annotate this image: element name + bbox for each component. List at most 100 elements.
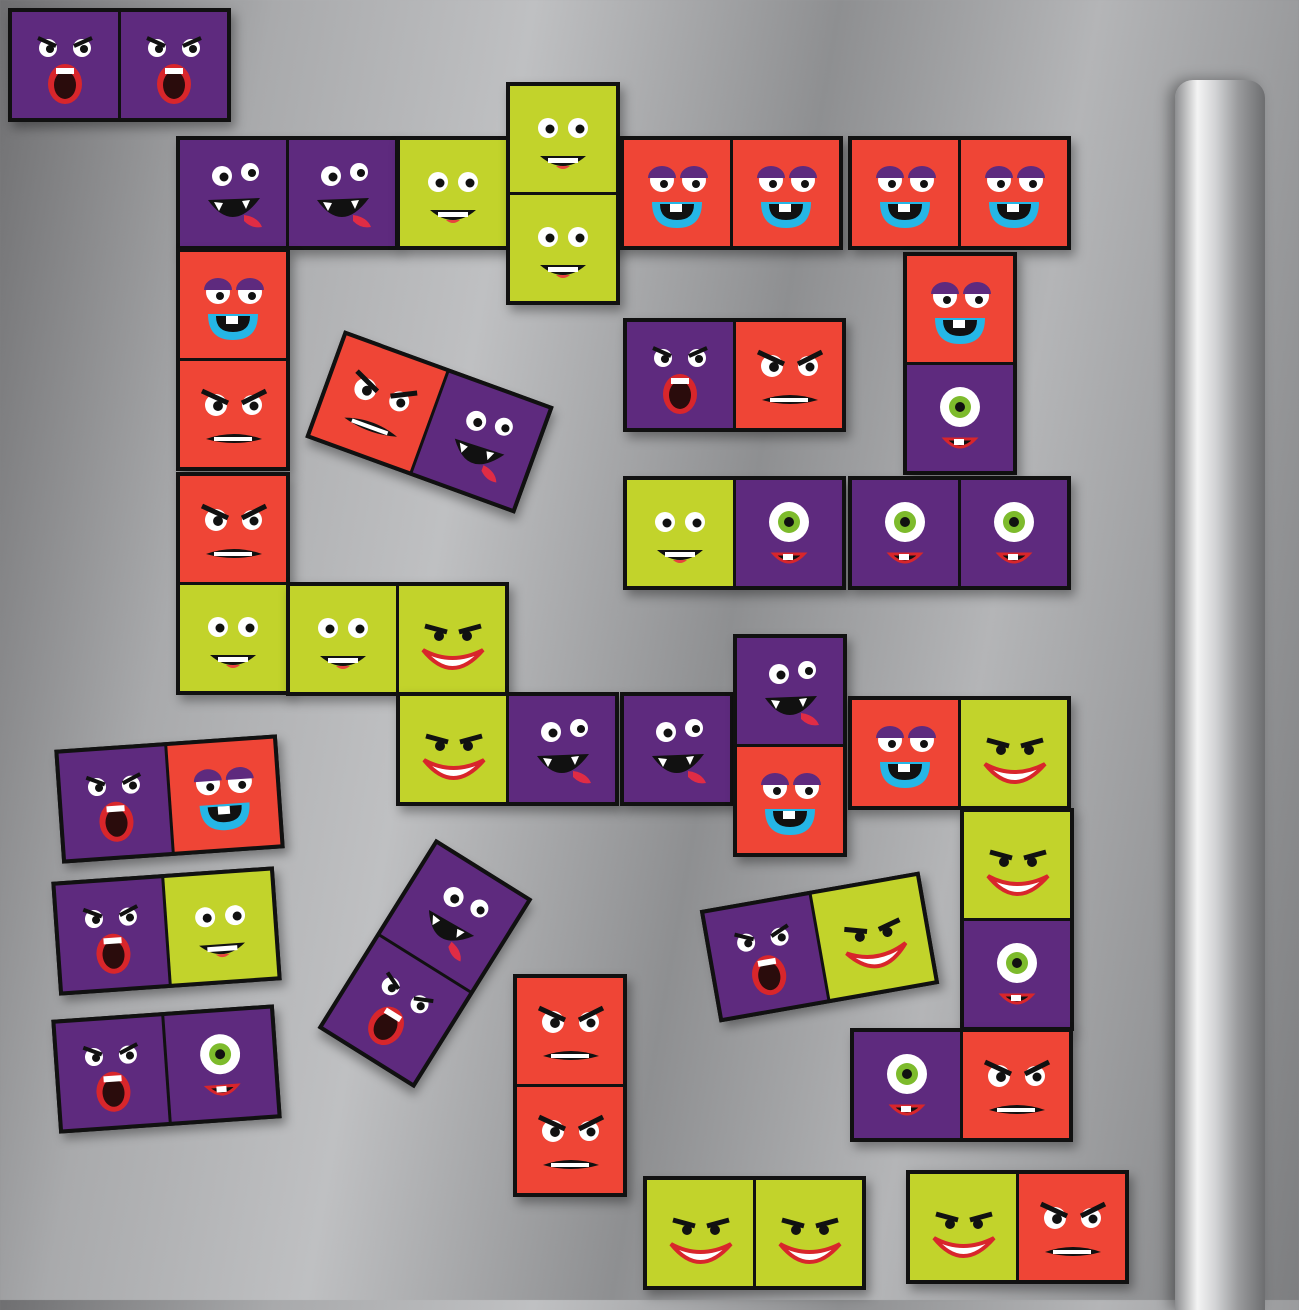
monster-face-lashes-smile — [400, 140, 506, 246]
monster-face-sleepy-blue-mouth — [737, 747, 843, 853]
domino-tile[interactable] — [8, 8, 231, 122]
lashes-smile-icon — [208, 617, 258, 668]
angry-teeth-icon — [200, 388, 268, 443]
screamer-icon — [652, 346, 708, 414]
domino-tile[interactable] — [286, 582, 509, 696]
domino-tile[interactable] — [623, 318, 846, 432]
lashes-smile-icon — [655, 512, 705, 563]
fang-tongue-icon — [317, 163, 371, 228]
monster-face-cyclops — [736, 480, 842, 586]
monster-face-angry-teeth — [310, 335, 447, 472]
cyclops-icon — [887, 1054, 927, 1116]
lashes-smile-icon — [318, 618, 368, 669]
domino-tile[interactable] — [176, 136, 399, 250]
monster-face-screamer — [58, 746, 172, 860]
sleepy-blue-mouth-icon — [648, 166, 708, 228]
fang-tongue-icon — [454, 410, 513, 483]
lashes-smile-icon — [538, 118, 588, 169]
domino-tile[interactable] — [848, 136, 1071, 250]
screamer-icon — [734, 923, 789, 996]
angry-teeth-icon — [1039, 1201, 1107, 1256]
fang-tongue-icon — [537, 719, 591, 784]
domino-tile[interactable] — [960, 808, 1074, 1031]
lashes-smile-icon — [428, 172, 478, 223]
sleepy-blue-mouth-icon — [985, 166, 1045, 228]
monster-face-angry-teeth — [963, 1032, 1069, 1138]
domino-tile[interactable] — [643, 1176, 866, 1290]
screamer-icon — [82, 904, 139, 974]
cyclops-icon — [769, 502, 809, 564]
domino-tile[interactable] — [906, 1170, 1129, 1284]
cyclops-icon — [940, 387, 980, 449]
angry-teeth-icon — [344, 369, 418, 437]
domino-tile[interactable] — [733, 634, 847, 857]
screamer-icon — [368, 971, 434, 1046]
monster-face-fang-tongue — [289, 140, 395, 246]
monster-face-sleepy-blue-mouth — [733, 140, 839, 246]
monster-face-lashes-smile — [164, 870, 278, 984]
domino-tile[interactable] — [903, 252, 1017, 475]
monster-face-grin — [399, 586, 505, 692]
monster-face-lashes-smile — [627, 480, 733, 586]
domino-tile[interactable] — [848, 476, 1071, 590]
grin-icon — [932, 1211, 996, 1258]
domino-tile[interactable] — [51, 866, 282, 996]
domino-tile[interactable] — [513, 974, 627, 1197]
monster-face-grin — [400, 696, 506, 802]
domino-tile[interactable] — [305, 330, 554, 514]
domino-tile[interactable] — [506, 82, 620, 305]
domino-tile[interactable] — [176, 248, 290, 471]
cyclops-icon — [997, 943, 1037, 1005]
domino-tile[interactable] — [620, 136, 843, 250]
monster-face-screamer — [627, 322, 733, 428]
grin-icon — [421, 623, 485, 670]
domino-tile[interactable] — [848, 696, 1071, 810]
screamer-icon — [146, 36, 202, 104]
monster-face-angry-teeth — [517, 978, 623, 1084]
monster-face-cyclops — [907, 365, 1013, 471]
monster-face-sleepy-blue-mouth — [907, 256, 1013, 362]
monster-face-angry-teeth — [517, 1087, 623, 1193]
sleepy-blue-mouth-icon — [204, 278, 264, 340]
lashes-smile-icon — [195, 905, 246, 958]
monster-face-screamer — [55, 878, 169, 992]
monster-face-sleepy-blue-mouth — [961, 140, 1067, 246]
screamer-icon — [82, 1042, 139, 1112]
domino-tile[interactable] — [317, 838, 533, 1089]
monster-face-angry-teeth — [1019, 1174, 1125, 1280]
monster-face-cyclops — [164, 1008, 278, 1122]
angry-teeth-icon — [756, 349, 824, 404]
cyclops-icon — [994, 502, 1034, 564]
monster-face-fang-tongue — [180, 140, 286, 246]
monster-face-grin — [756, 1180, 862, 1286]
monster-face-sleepy-blue-mouth — [624, 140, 730, 246]
monster-face-cyclops — [854, 1032, 960, 1138]
cyclops-icon — [200, 1034, 241, 1096]
domino-tile[interactable] — [623, 476, 846, 590]
monster-face-cyclops — [852, 480, 958, 586]
domino-tile[interactable] — [850, 1028, 1073, 1142]
domino-tile[interactable] — [54, 734, 285, 864]
monster-face-grin — [961, 700, 1067, 806]
fang-tongue-icon — [765, 661, 819, 726]
angry-teeth-icon — [537, 1114, 605, 1169]
sleepy-blue-mouth-icon — [193, 767, 254, 831]
monster-face-fang-tongue — [380, 844, 527, 991]
monster-face-angry-teeth — [180, 361, 286, 467]
monster-face-fang-tongue — [509, 696, 615, 802]
monster-face-angry-teeth — [736, 322, 842, 428]
domino-tile[interactable] — [699, 871, 940, 1023]
monster-face-cyclops — [964, 921, 1070, 1027]
screamer-icon — [85, 772, 142, 842]
domino-tile[interactable] — [396, 692, 619, 806]
cyclops-icon — [885, 502, 925, 564]
grin-icon — [983, 737, 1047, 784]
fridge-handle — [1175, 80, 1265, 1310]
domino-tile[interactable] — [51, 1004, 282, 1134]
monster-face-sleepy-blue-mouth — [852, 700, 958, 806]
sleepy-blue-mouth-icon — [757, 166, 817, 228]
domino-tile[interactable] — [176, 472, 290, 695]
monster-face-angry-teeth — [180, 476, 286, 582]
monster-face-grin — [811, 876, 935, 999]
fang-tongue-icon — [428, 887, 489, 962]
